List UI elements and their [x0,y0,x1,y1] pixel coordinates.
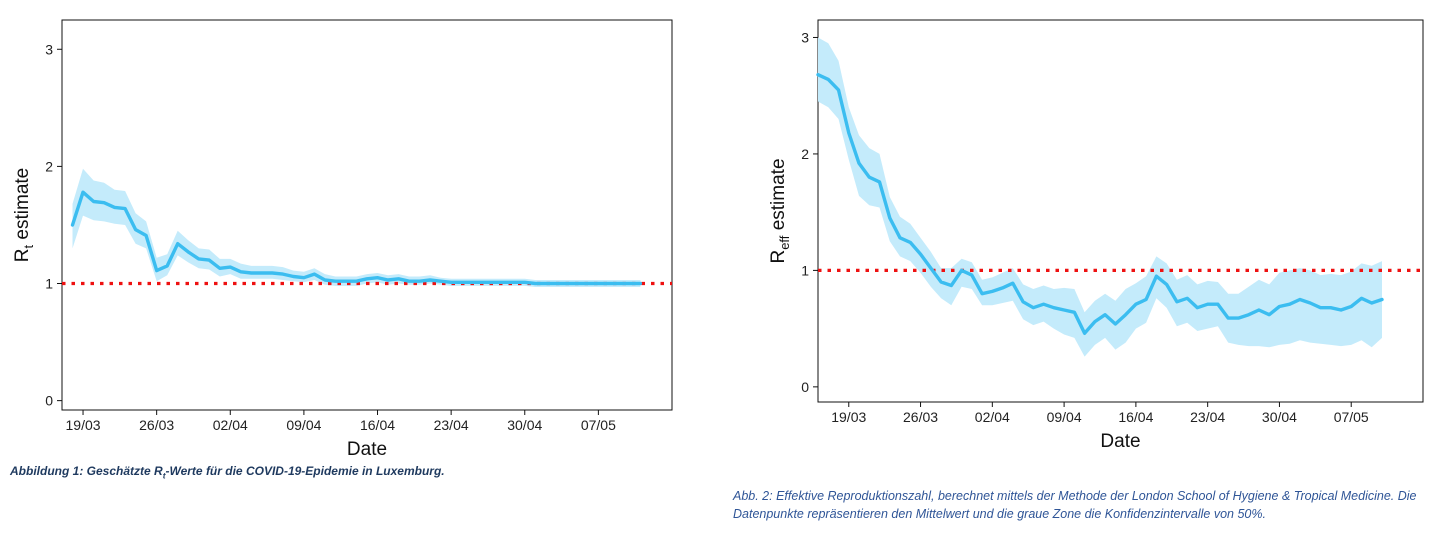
figure-caption-1: Abbildung 1: Geschätzte Rt-Werte für die… [10,464,445,480]
x-axis-label: Date [347,439,387,460]
y-axis-label-subscript: eff [777,235,792,250]
y-tick-label: 3 [45,41,53,57]
confidence-band [72,168,641,287]
caption-1-subscript: t [162,470,166,481]
y-tick-label: 1 [801,262,809,278]
y-tick-label: 0 [45,393,53,409]
caption-1-text: Abbildung 1: Geschätzte R [10,464,163,478]
x-tick-label: 23/04 [1190,409,1225,425]
estimate-line [70,190,643,286]
plot-frame [61,19,673,411]
x-tick-label: 07/05 [581,417,616,433]
y-axis-label-subscript: t [21,244,36,248]
confidence-band [818,37,1382,357]
estimate-line [816,72,1384,335]
caption-1-text-end: -Werte für die COVID-19-Epidemie in Luxe… [165,464,445,478]
x-tick-label: 09/04 [1047,409,1082,425]
x-tick-label: 02/04 [975,409,1010,425]
x-tick-label: 19/03 [831,409,866,425]
y-tick-label: 2 [801,146,809,162]
chart-1: 0 1 2 3 19/03 26/03 02/04 09/04 16/04 23/04 30/04 0… [12,19,673,460]
x-tick-label: 30/04 [507,417,542,433]
y-axis-label-main: R [768,250,789,264]
figure-caption-2: Abb. 2: Effektive Reproduktionszahl, ber… [733,489,1417,521]
x-tick-label: 07/05 [1334,409,1369,425]
x-tick-label: 30/04 [1262,409,1297,425]
x-tick-label: 19/03 [66,417,101,433]
y-tick-label: 2 [45,158,53,174]
y-axis-label-main: R [12,248,33,262]
x-axis-label: Date [1100,431,1140,452]
y-axis-label-rest: estimate [768,158,789,235]
y-tick-label: 0 [801,379,809,395]
y-tick-label: 1 [45,276,53,292]
x-tick-label: 16/04 [360,417,395,433]
y-tick-label: 3 [801,29,809,45]
x-tick-label: 02/04 [213,417,248,433]
y-axis-label: Rt estimate [12,168,36,262]
x-tick-label: 09/04 [286,417,321,433]
plot-frame [817,19,1424,403]
y-axis-label-rest: estimate [12,168,33,245]
x-tick-label: 26/03 [903,409,938,425]
x-tick-label: 23/04 [434,417,469,433]
y-axis-label: Reff estimate [768,158,792,263]
x-tick-label: 16/04 [1118,409,1153,425]
chart-2: 0 1 2 3 19/03 26/03 02/04 09/04 16/04 23/04 30/04 0… [768,19,1424,452]
x-tick-label: 26/03 [139,417,174,433]
